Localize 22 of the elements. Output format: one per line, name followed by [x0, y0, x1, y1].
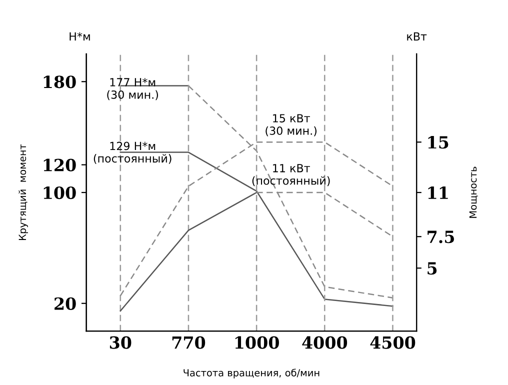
annotation: 177 Н*м (30 мин.) [107, 78, 158, 100]
y-tick-label: 120 [44, 158, 76, 172]
text: кВт [407, 32, 427, 40]
annotation: 15 кВт (30 мин.) [266, 114, 316, 136]
x-tick-label: 770 [172, 336, 206, 349]
x-tick-label: 4000 [302, 336, 348, 349]
y2-tick-label: 5 [428, 262, 437, 275]
y-tick-label: 20 [54, 297, 76, 310]
y2-tick-label: 15 [428, 136, 448, 149]
y-tick-label: 180 [44, 76, 76, 88]
annotation: 11 кВт (постоянный) [252, 164, 330, 186]
x-tick-label: 1000 [235, 336, 279, 349]
annotation: 129 Н*м (постоянный) [94, 142, 172, 164]
x-axis-title: Частота вращения, об/мин [184, 368, 320, 378]
y-tick-label: 100 [44, 186, 76, 200]
y2-tick-label: 11 [428, 186, 448, 199]
x-tick-label: 4500 [370, 336, 416, 349]
y2-axis-title: Мощность [469, 166, 478, 218]
text: Н*м [70, 32, 90, 40]
y-axis-title: Крутящий момент [18, 144, 28, 240]
y2-tick-label: 7.5 [428, 230, 454, 244]
x-tick-label: 30 [110, 336, 132, 349]
